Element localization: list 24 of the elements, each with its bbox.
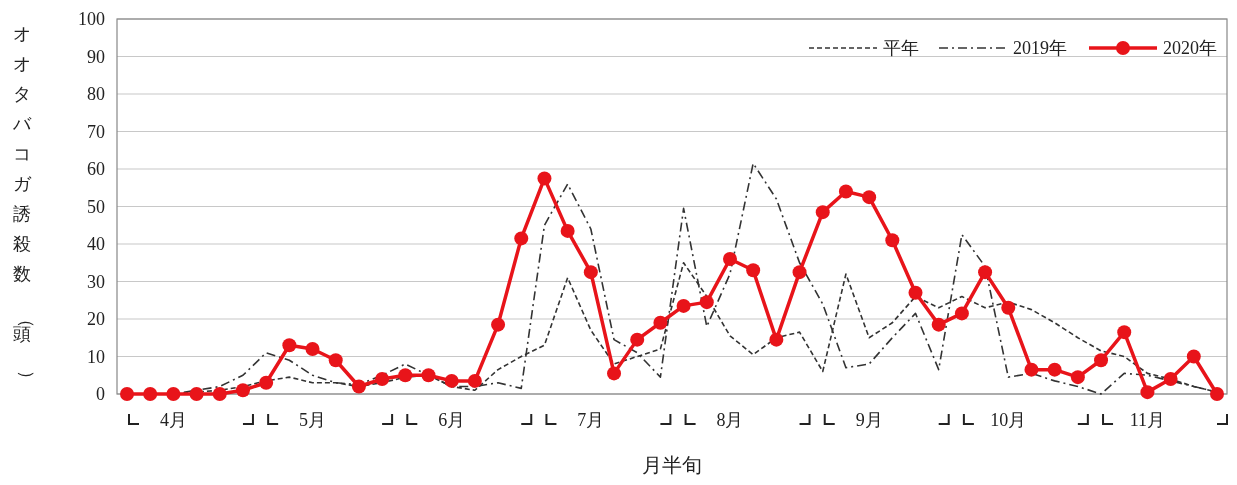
y-tick-label: 100 (78, 9, 105, 29)
x-tick-label: 11月 (1129, 410, 1166, 430)
x-tick-label: 4月 (159, 410, 187, 430)
y-tick-label: 50 (87, 196, 105, 217)
legend-label: 2019年 (1013, 38, 1067, 58)
text: オオタバコガ誘殺数（頭） (13, 24, 37, 388)
y-tick-label: 10 (87, 346, 105, 367)
y-tick-label: 70 (87, 121, 105, 142)
x-tick-label: 5月 (299, 410, 327, 430)
y-tick-label: 40 (87, 234, 105, 254)
y-tick-label: 0 (96, 384, 105, 404)
y-tick-label: 30 (87, 271, 105, 292)
y-tick-label: 60 (87, 159, 105, 179)
y-tick-label: 20 (87, 309, 105, 329)
x-tick-label: 10月 (990, 410, 1027, 430)
y-tick-label: 80 (87, 84, 105, 104)
x-axis-title: 月半旬 (642, 454, 702, 476)
x-tick-label: 7月 (577, 410, 605, 430)
y-tick-label: 90 (87, 46, 105, 67)
x-tick-label: 9月 (855, 410, 883, 430)
x-tick-label: 8月 (716, 410, 744, 430)
x-tick-label: 6月 (438, 410, 466, 430)
legend-label: 2020年 (1163, 38, 1217, 58)
legend-label: 平年 (883, 38, 919, 58)
